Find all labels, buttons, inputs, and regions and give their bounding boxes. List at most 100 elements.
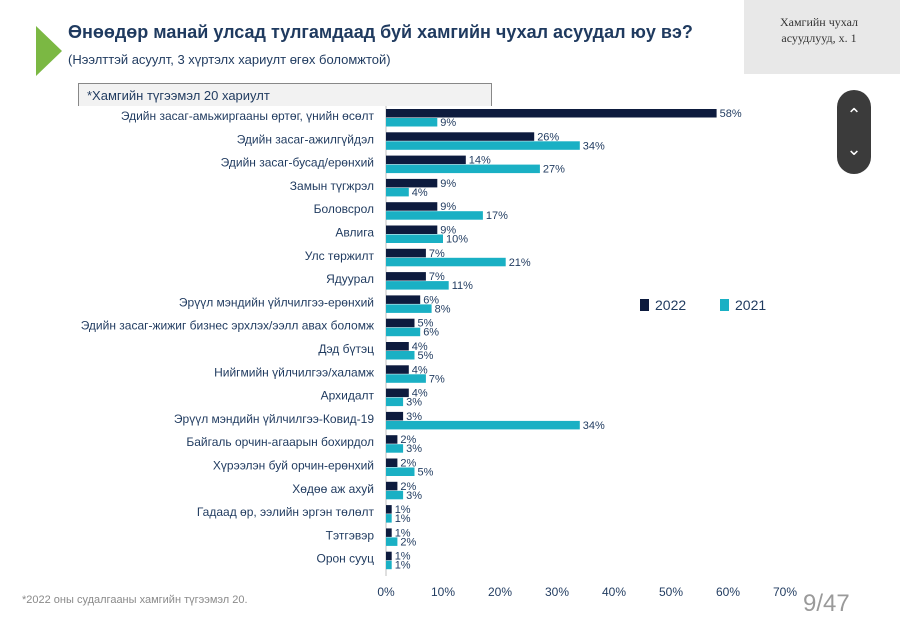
category-label: Хөдөө аж ахуй bbox=[292, 482, 374, 496]
bar-2022 bbox=[386, 178, 438, 188]
bar-2021 bbox=[386, 537, 398, 546]
data-label-2021: 27% bbox=[543, 164, 565, 176]
category-label: Эрүүл мэндийн үйлчилгээ-ерөнхий bbox=[179, 295, 374, 309]
bar-2021 bbox=[386, 304, 432, 313]
x-tick-label: 70% bbox=[773, 585, 797, 599]
category-label: Эдийн засаг-жижиг бизнес эрхлэх/ээлл ава… bbox=[81, 319, 374, 333]
bar-2021 bbox=[386, 490, 404, 500]
data-label-2022: 4% bbox=[412, 364, 428, 376]
data-label-2022: 14% bbox=[469, 155, 491, 167]
data-label-2022: 9% bbox=[440, 178, 456, 190]
bar-2021 bbox=[386, 187, 409, 197]
data-label-2021: 11% bbox=[452, 280, 473, 292]
bar-2022 bbox=[386, 155, 466, 165]
bar-2022 bbox=[386, 435, 398, 444]
section-tag: Хамгийн чухал асуудлууд, х. 1 bbox=[744, 0, 900, 74]
data-label-2021: 34% bbox=[583, 420, 605, 432]
data-label-2022: 4% bbox=[412, 388, 428, 400]
legend-swatch-2022 bbox=[640, 299, 649, 311]
bar-2022 bbox=[386, 272, 426, 281]
data-label-2022: 7% bbox=[429, 271, 445, 283]
data-label-2021: 5% bbox=[418, 467, 434, 479]
bar-2021 bbox=[386, 141, 580, 150]
legend-item-2022: 2022 bbox=[640, 297, 686, 313]
category-label: Эдийн засаг-амьжиргааны өртөг, үнийн өсө… bbox=[121, 109, 375, 123]
bar-2022 bbox=[386, 551, 392, 561]
x-tick-label: 30% bbox=[545, 585, 569, 599]
bar-2021 bbox=[386, 397, 404, 407]
filter-tag: *Хамгийн түгээмэл 20 хариулт bbox=[78, 83, 492, 106]
bar-2022 bbox=[386, 132, 535, 141]
data-label-2021: 7% bbox=[429, 373, 445, 385]
data-label-2021: 2% bbox=[400, 536, 416, 548]
bar-2022 bbox=[386, 365, 409, 374]
data-label-2022: 9% bbox=[440, 225, 456, 237]
bar-2021 bbox=[386, 164, 540, 174]
category-label: Ядуурал bbox=[326, 272, 374, 286]
category-label: Нийгмийн үйлчилгээ/халамж bbox=[214, 365, 374, 379]
data-label-2021: 1% bbox=[395, 560, 411, 572]
footnote: *2022 оны судалгааны хамгийн түгээмэл 20… bbox=[22, 594, 248, 606]
category-label: Орон сууц bbox=[316, 552, 374, 566]
category-label: Улс төржилт bbox=[305, 249, 375, 263]
bar-2021 bbox=[386, 351, 415, 360]
section-tag-line1: Хамгийн чухал bbox=[779, 15, 859, 29]
bar-2021 bbox=[386, 211, 483, 220]
data-label-2022: 1% bbox=[395, 527, 411, 539]
data-label-2021: 3% bbox=[406, 443, 422, 455]
data-label-2022: 4% bbox=[412, 341, 428, 353]
category-label: Эдийн засаг-бусад/ерөнхий bbox=[221, 156, 374, 170]
data-label-2022: 9% bbox=[440, 201, 456, 213]
data-label-2022: 7% bbox=[429, 248, 445, 260]
data-label-2022: 58% bbox=[720, 108, 742, 120]
bar-2021 bbox=[386, 374, 426, 383]
data-label-2021: 21% bbox=[509, 257, 531, 269]
section-tag-line2: асуудлууд, х. 1 bbox=[781, 31, 857, 45]
category-label: Архидалт bbox=[321, 389, 375, 403]
bar-2021 bbox=[386, 514, 392, 523]
data-label-2021: 34% bbox=[583, 140, 605, 152]
bar-2021 bbox=[386, 234, 443, 243]
data-label-2021: 3% bbox=[406, 490, 422, 502]
data-label-2021: 8% bbox=[435, 303, 451, 315]
category-label: Авлига bbox=[335, 226, 374, 240]
bar-2021 bbox=[386, 327, 421, 337]
data-label-2022: 2% bbox=[400, 481, 416, 493]
page-counter: 9/47 bbox=[803, 590, 850, 617]
bar-2021 bbox=[386, 420, 580, 430]
bar-2022 bbox=[386, 342, 409, 351]
data-label-2021: 6% bbox=[423, 327, 439, 339]
bar-2021 bbox=[386, 118, 438, 127]
chevron-up-icon[interactable]: ⌃ bbox=[846, 105, 862, 125]
legend-swatch-2021 bbox=[720, 299, 729, 311]
bar-2021 bbox=[386, 281, 449, 290]
bar-2022 bbox=[386, 505, 392, 514]
data-label-2021: 9% bbox=[440, 117, 456, 129]
bar-2022 bbox=[386, 248, 426, 258]
category-label: Хүрээлэн буй орчин-ерөнхий bbox=[213, 459, 374, 473]
data-label-2021: 3% bbox=[406, 397, 422, 409]
bar-2021 bbox=[386, 560, 392, 570]
bar-2021 bbox=[386, 444, 404, 453]
data-label-2022: 5% bbox=[418, 318, 434, 330]
page-title: Өнөөдөр манай улсад тулгамдаад буй хамги… bbox=[68, 22, 693, 42]
data-label-2021: 5% bbox=[418, 350, 434, 362]
data-label-2021: 4% bbox=[412, 187, 428, 199]
bar-2022 bbox=[386, 225, 438, 234]
filter-tag-label: *Хамгийн түгээмэл 20 хариулт bbox=[87, 88, 270, 103]
data-label-2022: 26% bbox=[537, 131, 559, 143]
category-label: Боловсрол bbox=[314, 202, 374, 216]
category-label: Дэд бүтэц bbox=[318, 342, 374, 356]
data-label-2022: 1% bbox=[395, 504, 411, 516]
data-label-2022: 1% bbox=[395, 551, 411, 563]
category-label: Эдийн засаг-ажилгүйдэл bbox=[237, 132, 374, 146]
x-tick-label: 60% bbox=[716, 585, 740, 599]
bar-2022 bbox=[386, 481, 398, 491]
bar-2022 bbox=[386, 318, 415, 328]
bar-2022 bbox=[386, 202, 438, 211]
x-tick-label: 50% bbox=[659, 585, 683, 599]
bar-2022 bbox=[386, 388, 409, 398]
chevron-down-icon[interactable]: ⌄ bbox=[846, 139, 862, 159]
page-subtitle: (Нээлттэй асуулт, 3 хүртэлх хариулт өгөх… bbox=[68, 52, 391, 67]
x-tick-label: 20% bbox=[488, 585, 512, 599]
